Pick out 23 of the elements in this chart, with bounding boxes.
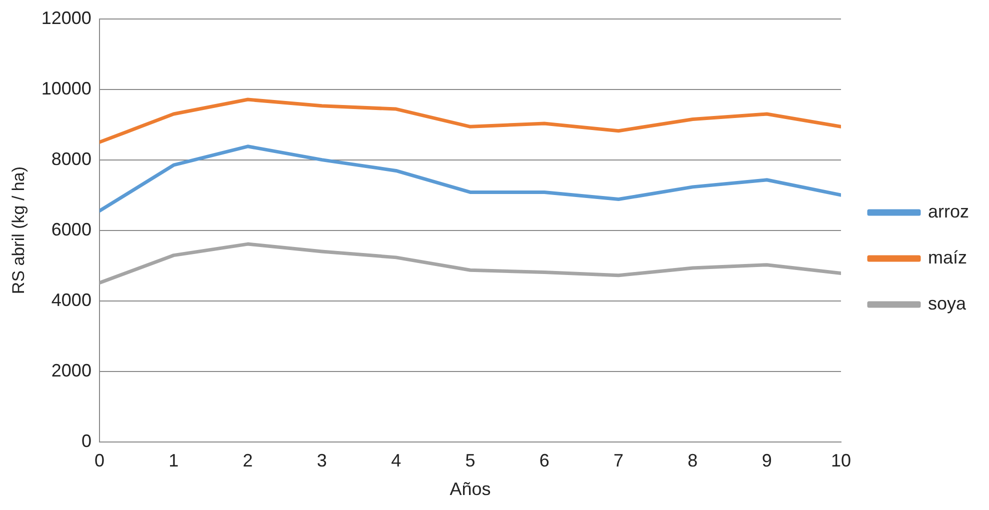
y-tick-label: 10000 [41,78,92,98]
x-axis-title: Años [450,479,491,500]
legend-label: maíz [928,247,968,268]
x-tick-label: 6 [539,450,550,471]
x-tick-label: 5 [465,450,476,471]
legend-label: arroz [928,201,970,222]
y-tick-label: 0 [81,430,92,451]
y-tick-label: 4000 [51,290,92,310]
y-tick-label: 2000 [51,360,92,380]
x-tick-label: 4 [391,450,402,471]
x-tick-label: 10 [830,450,852,471]
legend-label: soya [928,293,967,314]
y-tick-label: 12000 [41,8,92,28]
x-tick-label: 2 [242,450,253,471]
x-tick-label: 3 [316,450,327,471]
x-tick-label: 0 [94,450,104,471]
x-tick-label: 1 [168,450,179,471]
x-tick-label: 8 [688,450,698,471]
x-tick-label: 7 [614,450,624,471]
y-axis-title: RS abril (kg / ha) [8,166,28,294]
x-tick-label: 9 [762,450,772,471]
y-tick-label: 6000 [51,219,92,240]
y-tick-label: 8000 [51,148,92,169]
